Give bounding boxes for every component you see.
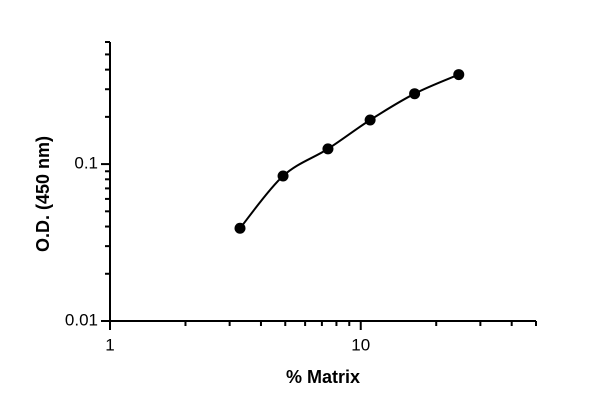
y-tick-label: 0.01 [65, 310, 98, 329]
data-point [409, 88, 421, 100]
x-tick-label: 10 [351, 335, 370, 354]
data-point [277, 170, 289, 182]
y-axis-title: O.D. (450 nm) [33, 136, 53, 252]
x-tick-label: 1 [105, 335, 114, 354]
y-tick-label: 0.1 [74, 154, 98, 173]
data-point [364, 114, 376, 126]
data-point [453, 69, 465, 81]
fit-curve [239, 73, 460, 229]
data-point [322, 143, 334, 155]
x-axis-title: % Matrix [286, 367, 360, 387]
data-point [234, 222, 246, 234]
